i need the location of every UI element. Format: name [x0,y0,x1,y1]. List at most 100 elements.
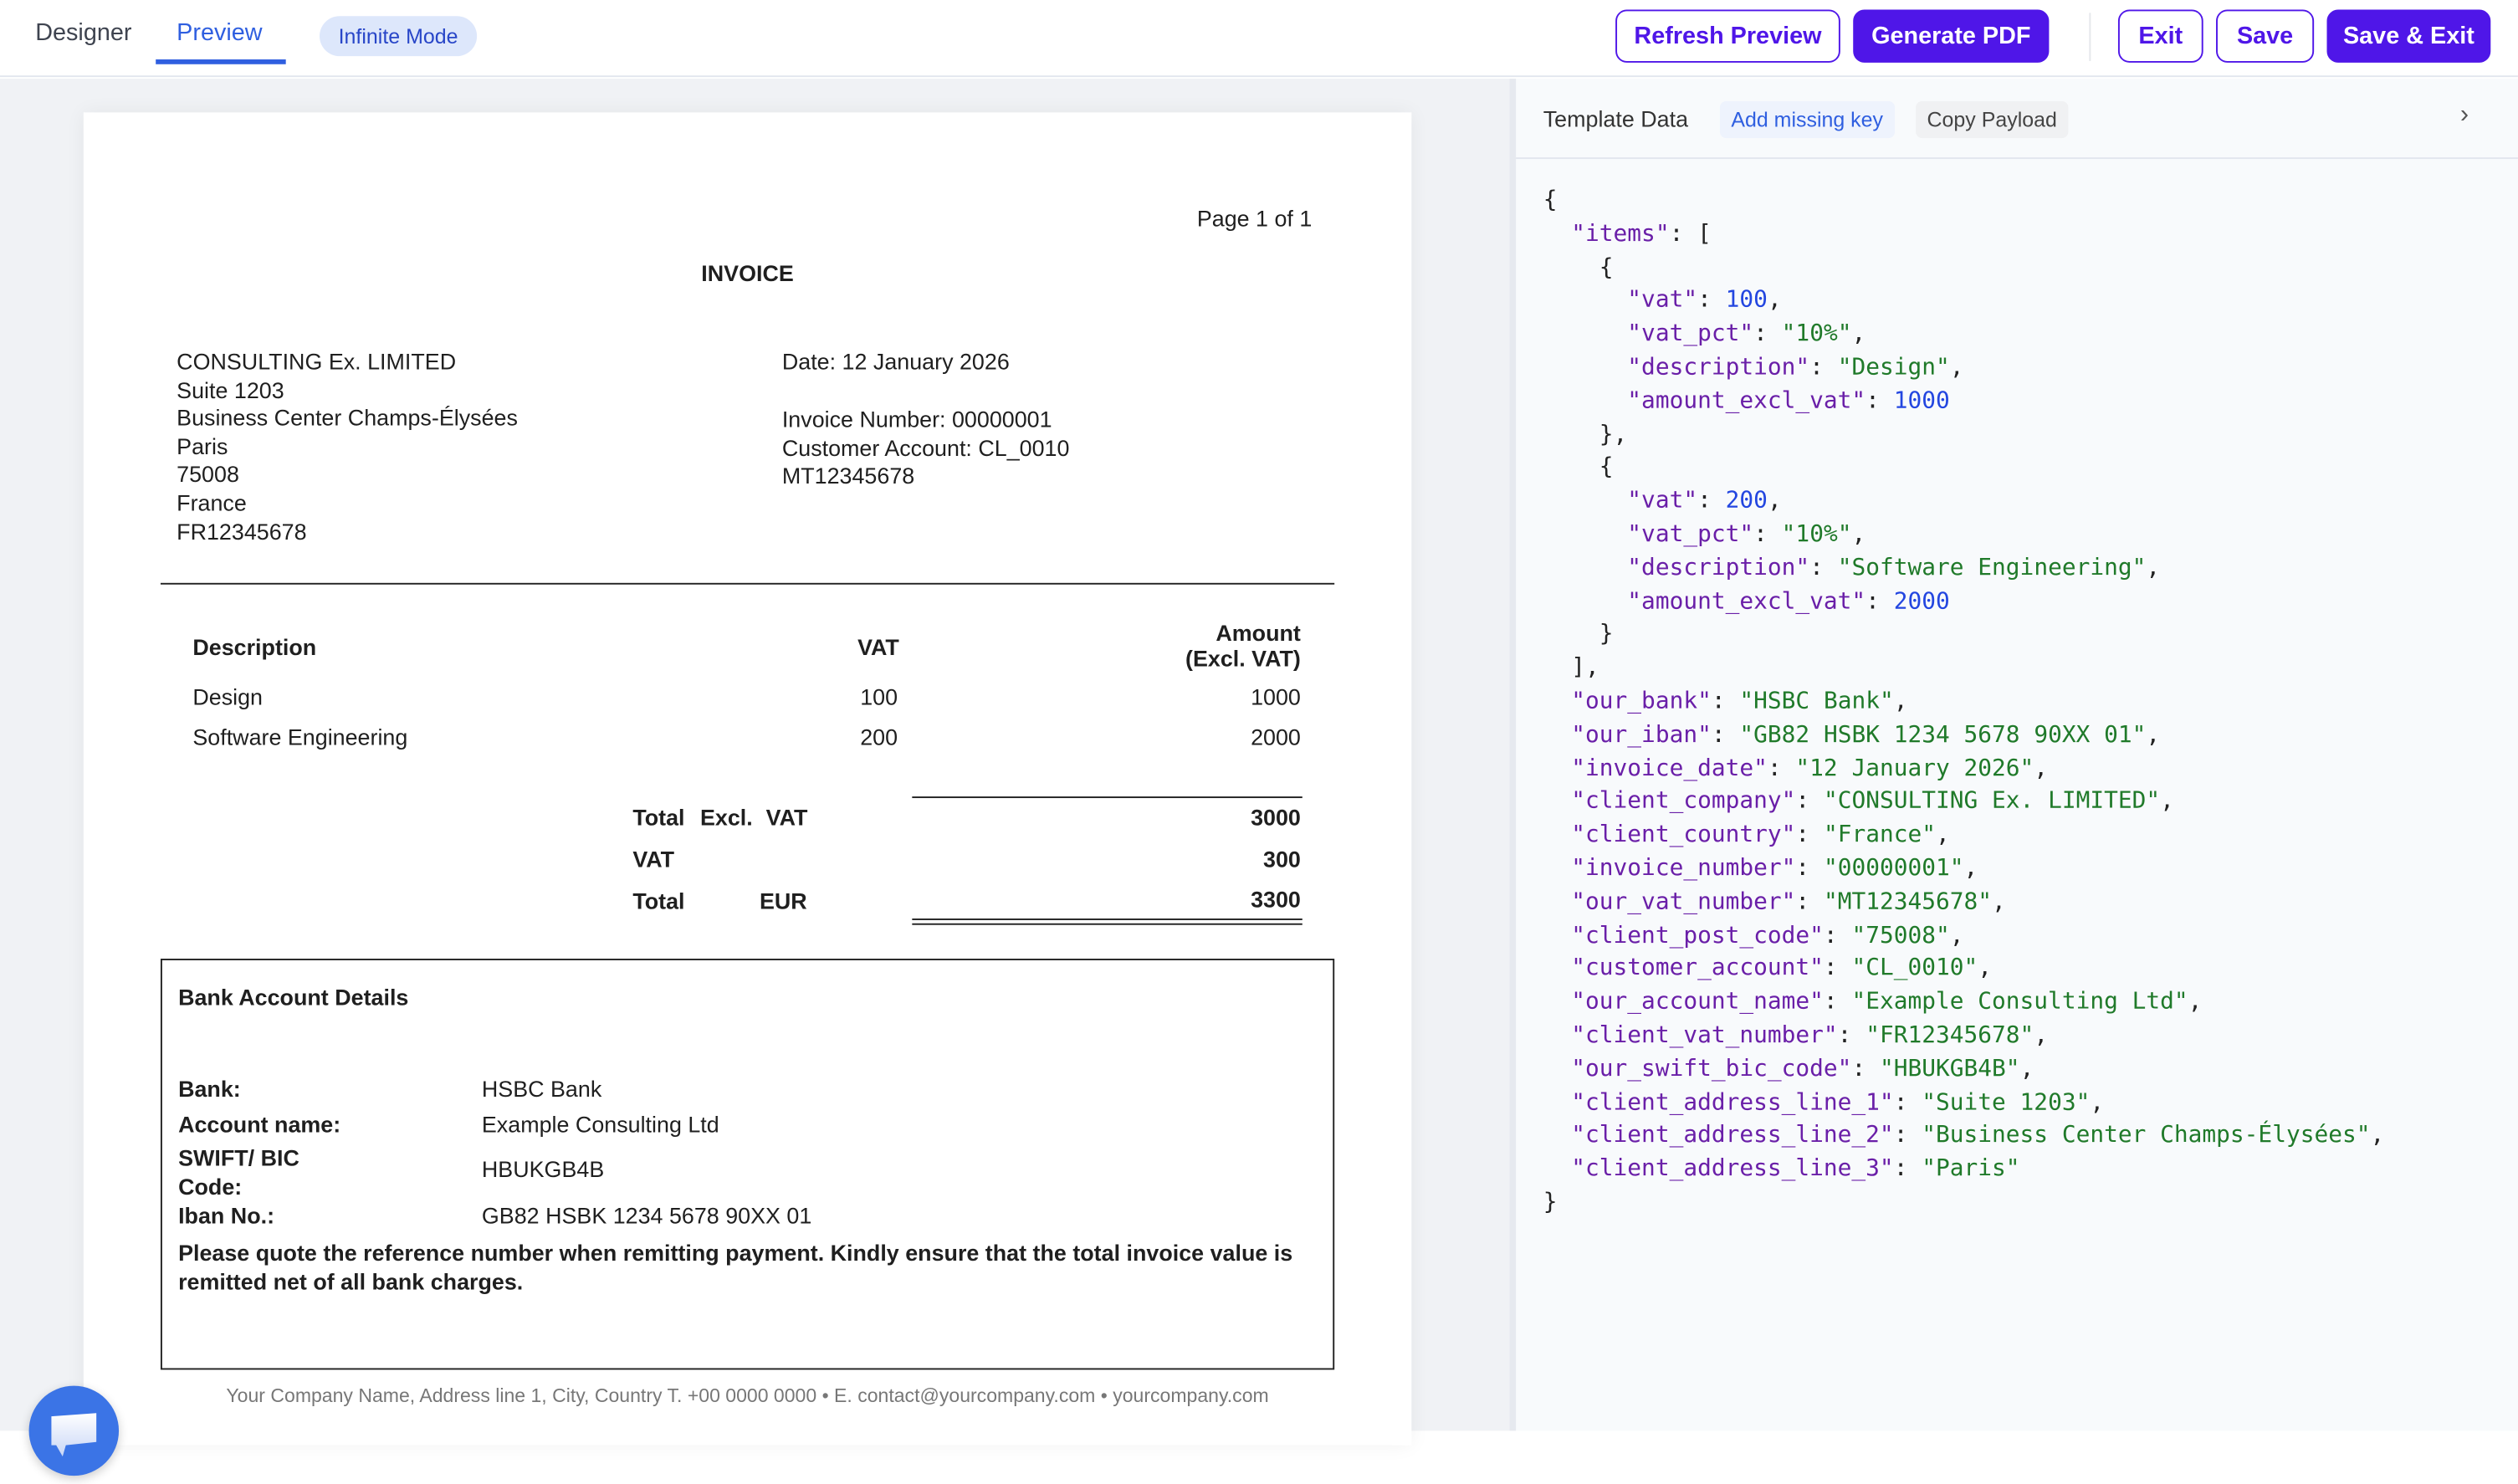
json-editor[interactable]: { "items": [ { "vat": 100, "vat_pct": "1… [1543,185,2385,1220]
json-punctuation: } [1599,622,1614,648]
copy-payload-button[interactable]: Copy Payload [1916,100,2069,139]
code-line[interactable]: "amount_excl_vat": 2000 [1627,588,1950,615]
row-description: Design [192,683,264,710]
page-indicator: Page 1 of 1 [1196,205,1313,232]
add-missing-key-button[interactable]: Add missing key [1719,100,1895,139]
json-key: "vat" [1627,488,1698,514]
json-key: "client_address_line_2" [1571,1123,1894,1149]
bank-value: HSBC Bank [481,1076,602,1102]
client-line: CONSULTING Ex. LIMITED [177,348,457,375]
code-line[interactable]: "description": "Software Engineering", [1627,555,2161,581]
code-line[interactable]: "client_company": "CONSULTING Ex. LIMITE… [1571,789,2174,815]
code-line[interactable]: { [1543,252,2385,285]
code-line[interactable]: "invoice_number": "00000001", [1571,856,1978,882]
code-line[interactable]: "vat_pct": "10%", [1627,321,1866,347]
code-line[interactable]: "our_iban": "GB82 HSBK 1234 5678 90XX 01… [1571,722,2161,749]
json-value: "CL_0010" [1851,955,1978,982]
json-punctuation: , [2188,989,2203,1016]
json-punctuation: { [1599,454,1614,481]
json-punctuation: , [2370,1123,2385,1149]
code-line[interactable]: "our_swift_bic_code": "HBUKGB4B", [1571,1056,2034,1082]
panel-header: Template Data Add missing key Copy Paylo… [1516,79,2518,160]
json-key: "customer_account" [1571,955,1824,982]
save-button[interactable]: Save [2216,9,2315,63]
note-line: Please quote the reference number when r… [178,1239,1293,1266]
code-line[interactable]: "amount_excl_vat": 1000 [1627,388,1950,414]
meta-line: MT12345678 [781,463,915,489]
code-line[interactable]: "client_vat_number": "FR12345678", [1571,1022,2049,1049]
code-line[interactable]: "our_account_name": "Example Consulting … [1571,989,2203,1016]
panel-title: Template Data [1543,105,1689,132]
json-value: "HBUKGB4B" [1879,1056,2020,1082]
top-toolbar: Designer Preview Infinite Mode Refresh P… [0,0,2518,78]
json-key: "client_address_line_3" [1571,1156,1894,1183]
json-key: "client_post_code" [1571,922,1824,949]
json-value: "75008" [1851,922,1950,949]
json-punctuation: } [1543,1190,1558,1215]
json-punctuation: , [1851,321,1866,347]
code-line[interactable]: } [1543,1186,2385,1220]
page-footer: Your Company Name, Address line 1, City,… [226,1384,1269,1407]
header-divider [160,582,1335,585]
json-key: "client_address_line_1" [1571,1089,1894,1116]
code-line[interactable]: { [1543,452,2385,485]
active-tab-indicator [156,59,286,64]
generate-pdf-button[interactable]: Generate PDF [1853,9,2050,63]
json-key: "our_swift_bic_code" [1571,1056,1852,1082]
json-punctuation: , [2146,722,2161,749]
chat-button[interactable] [28,1385,120,1476]
code-line[interactable]: "vat": 100, [1627,288,1782,315]
code-line[interactable]: } [1543,619,2385,652]
json-punctuation: , [1893,688,1908,715]
row-amount: 2000 [1251,724,1301,750]
row-vat: 200 [860,724,898,750]
amount-header-line: (Excl. VAT) [1185,645,1301,672]
json-value: 1000 [1893,388,1950,414]
infinite-mode-badge[interactable]: Infinite Mode [320,16,478,57]
swift-label-line: SWIFT/ BIC [178,1144,299,1171]
code-line[interactable]: }, [1543,418,2385,452]
grand-total-value: 3300 [1251,886,1301,913]
code-line[interactable]: "client_address_line_3": "Paris" [1571,1156,2020,1183]
code-line[interactable]: "our_vat_number": "MT12345678", [1571,888,2006,915]
client-address: CONSULTING Ex. LIMITED Suite 1203 Busine… [177,349,518,546]
refresh-preview-button[interactable]: Refresh Preview [1615,9,1840,63]
code-line[interactable]: "vat_pct": "10%", [1627,521,1866,548]
json-key: "client_vat_number" [1571,1022,1838,1049]
code-line[interactable]: "items": [ [1571,221,1712,248]
json-key: "vat_pct" [1627,521,1754,548]
code-line[interactable]: "client_address_line_1": "Suite 1203", [1571,1089,2105,1116]
chevron-right-icon[interactable]: › [2459,100,2469,129]
json-key: "our_account_name" [1571,989,1824,1016]
total-excl-label-2: Excl. [699,804,753,831]
total-excl-value: 3000 [1251,804,1301,831]
json-key: "our_iban" [1571,722,1712,749]
code-line[interactable]: "client_country": "France", [1571,822,1950,848]
json-punctuation: , [2160,789,2174,815]
code-line[interactable]: "invoice_date": "12 January 2026", [1571,755,2049,781]
save-and-exit-button[interactable]: Save & Exit [2326,9,2491,63]
json-punctuation: , [1767,488,1782,514]
code-line[interactable]: { [1543,185,2385,218]
exit-button[interactable]: Exit [2117,9,2203,63]
json-punctuation: , [2019,1056,2034,1082]
code-line[interactable]: "description": "Design", [1627,355,1964,381]
code-line[interactable]: "vat": 200, [1627,488,1782,514]
iban-value: GB82 HSBK 1234 5678 90XX 01 [481,1202,812,1229]
total-excl-label-3: VAT [765,804,808,831]
code-line[interactable]: "our_bank": "HSBC Bank", [1571,688,1908,715]
tab-designer[interactable]: Designer [35,19,132,47]
iban-label: Iban No.: [178,1202,275,1229]
json-value: "Business Center Champs-Élysées" [1922,1123,2371,1149]
json-punctuation: , [2090,1089,2105,1116]
json-value: 200 [1725,488,1768,514]
double-underline-bottom [912,923,1303,925]
tab-preview[interactable]: Preview [177,19,263,47]
json-punctuation: , [1767,288,1782,315]
vat-total-label: VAT [632,846,675,872]
code-line[interactable]: "client_post_code": "75008", [1571,922,1964,949]
code-line[interactable]: "client_address_line_2": "Business Cente… [1571,1123,2385,1149]
json-key: "invoice_date" [1571,755,1768,781]
code-line[interactable]: "customer_account": "CL_0010", [1571,955,1993,982]
code-line[interactable]: ], [1543,652,2385,686]
